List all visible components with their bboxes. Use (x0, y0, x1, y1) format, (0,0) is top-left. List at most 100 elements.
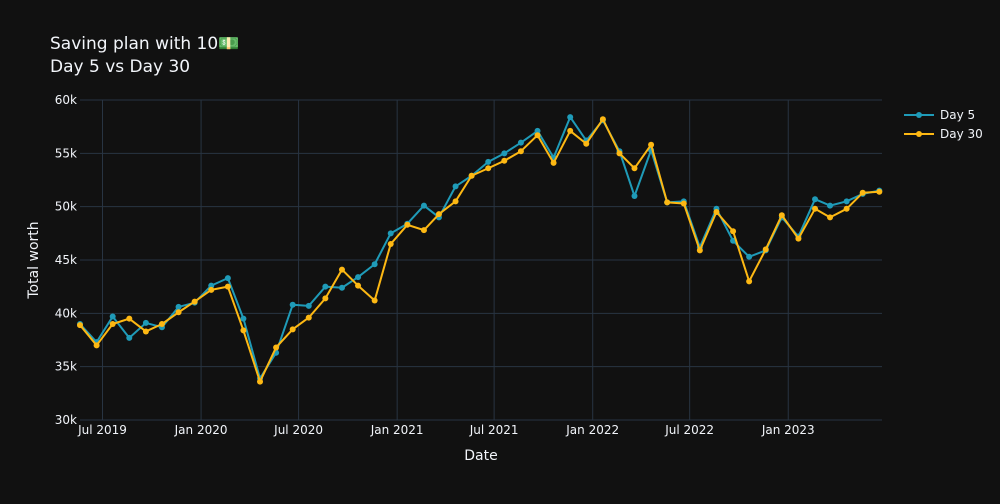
data-point (126, 334, 133, 341)
data-point (713, 209, 720, 215)
y-tick-label: 55k (55, 146, 77, 160)
data-point (93, 342, 100, 349)
data-point (224, 283, 231, 290)
data-point (812, 205, 819, 212)
data-point (876, 188, 883, 195)
data-point (355, 274, 362, 281)
data-point (843, 198, 850, 205)
data-point (534, 127, 541, 134)
data-point (240, 327, 247, 334)
legend-label: Day 5 (940, 108, 975, 122)
y-axis-title: Total worth (26, 221, 42, 299)
data-point (680, 200, 687, 207)
data-point (452, 198, 459, 205)
data-point (142, 319, 149, 326)
y-tick-label: 50k (55, 200, 77, 214)
legend-item-day-5[interactable]: Day 5 (904, 108, 975, 122)
data-point (599, 116, 606, 123)
legend-item-day-30[interactable]: Day 30 (904, 127, 983, 141)
data-point (224, 275, 231, 282)
data-point (126, 315, 133, 322)
data-point (631, 165, 638, 172)
x-tick-label: Jan 2021 (370, 423, 424, 437)
data-point (289, 326, 296, 333)
data-point (404, 221, 411, 228)
data-point (664, 199, 671, 206)
series-day-30 (77, 116, 883, 385)
data-point (827, 202, 834, 209)
data-point (567, 127, 574, 134)
grid (80, 99, 882, 421)
y-tick-label: 40k (55, 306, 77, 320)
data-point (501, 157, 508, 164)
data-point (305, 314, 312, 321)
x-tick-label: Jan 2022 (565, 423, 619, 437)
legend-marker (916, 131, 922, 137)
data-point (208, 286, 215, 293)
data-point (338, 284, 345, 291)
data-point (648, 141, 655, 148)
series-line (79, 116, 880, 380)
data-point (550, 159, 557, 166)
data-point (175, 309, 182, 316)
data-point (762, 246, 769, 253)
data-point (371, 297, 378, 304)
x-tick-label: Jul 2022 (664, 423, 714, 437)
axes: 30k 35k 40k 45k 50k 55k 60k Jul 2019 Jan 2020 Jul… (26, 93, 815, 464)
data-point (517, 139, 524, 146)
data-point (109, 321, 116, 327)
series-day-5 (77, 114, 883, 382)
data-point (468, 172, 475, 179)
data-point (208, 282, 215, 289)
data-point (501, 150, 508, 157)
x-axis-title: Date (464, 448, 497, 464)
series-line (79, 118, 880, 383)
data-point (730, 237, 737, 244)
data-point (485, 165, 492, 172)
data-point (795, 235, 802, 242)
data-point (387, 241, 394, 247)
data-point (322, 283, 329, 290)
data-point (746, 253, 753, 260)
series-layer (77, 114, 883, 385)
data-point (142, 328, 149, 335)
data-point (257, 378, 264, 385)
data-point (240, 315, 247, 322)
x-tick-label: Jan 2023 (761, 423, 815, 437)
data-point (387, 230, 394, 237)
y-tick-label: 45k (55, 253, 77, 267)
data-point (420, 227, 427, 234)
data-point (859, 189, 866, 196)
data-point (534, 132, 541, 139)
data-point (322, 295, 329, 302)
y-tick-label: 60k (55, 93, 77, 107)
data-point (517, 148, 524, 155)
legend-label: Day 30 (940, 127, 983, 141)
x-tick-label: Jul 2021 (469, 423, 519, 437)
data-point (778, 212, 785, 219)
data-point (696, 247, 703, 254)
x-tick-label: Jan 2020 (174, 423, 228, 437)
data-point (305, 302, 312, 309)
data-point (289, 301, 296, 308)
data-point (371, 261, 378, 268)
data-point (452, 183, 459, 190)
data-point (435, 211, 442, 218)
data-point (273, 344, 280, 351)
data-point (567, 114, 574, 121)
legend[interactable]: Day 5 Day 30 (904, 108, 983, 141)
data-point (843, 205, 850, 212)
data-point (109, 313, 116, 320)
x-tick-label: Jul 2019 (77, 423, 127, 437)
data-point (191, 298, 198, 305)
data-point (812, 196, 819, 203)
x-tick-label: Jul 2020 (273, 423, 323, 437)
y-tick-label: 35k (55, 360, 77, 374)
data-point (485, 158, 492, 165)
data-point (746, 278, 753, 285)
legend-marker (916, 112, 922, 118)
chart-subtitle: Day 5 vs Day 30 (50, 57, 191, 77)
data-point (175, 303, 182, 310)
